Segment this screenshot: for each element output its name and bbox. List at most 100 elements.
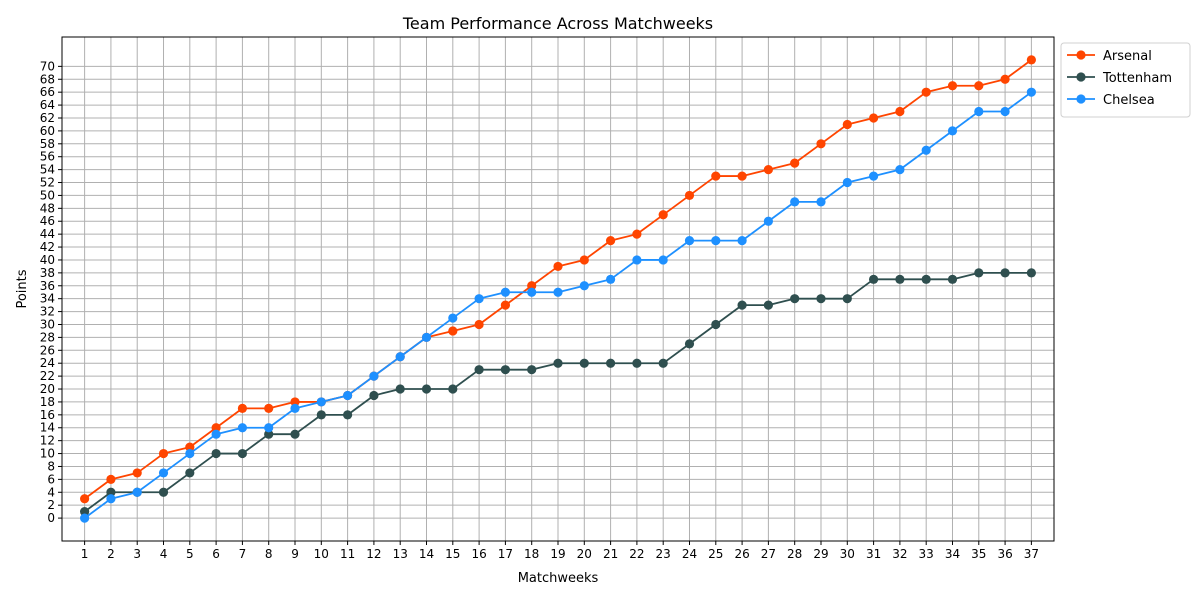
data-point <box>553 261 563 272</box>
data-point <box>816 139 826 149</box>
x-tick-label: 20 <box>577 547 592 561</box>
x-tick-label: 37 <box>1024 547 1039 561</box>
data-point <box>974 81 984 91</box>
y-tick-label: 32 <box>40 305 55 319</box>
y-tick-label: 34 <box>40 292 55 306</box>
y-tick-label: 24 <box>40 356 55 370</box>
data-point <box>237 423 248 433</box>
data-point <box>185 442 195 452</box>
data-point <box>658 358 668 368</box>
data-point <box>842 294 852 304</box>
data-point <box>158 468 169 478</box>
data-point <box>684 339 695 349</box>
data-point <box>343 410 353 420</box>
x-tick-label: 17 <box>498 547 513 561</box>
data-point <box>106 487 116 497</box>
data-point <box>658 210 668 220</box>
x-tick-label: 6 <box>212 547 220 561</box>
data-point <box>816 197 826 207</box>
x-tick-label: 24 <box>682 547 697 561</box>
data-point <box>527 281 537 291</box>
data-point <box>369 390 379 401</box>
data-point <box>80 507 90 517</box>
data-point <box>237 448 248 459</box>
data-point <box>290 429 300 439</box>
x-tick-label: 26 <box>734 547 749 561</box>
y-tick-label: 2 <box>47 498 55 512</box>
data-point <box>553 358 563 368</box>
x-tick-label: 12 <box>366 547 381 561</box>
data-point <box>553 287 563 297</box>
y-axis: 0246810121416182022242628303234363840424… <box>40 59 62 525</box>
data-point <box>790 294 800 304</box>
y-tick-label: 66 <box>40 85 55 99</box>
data-point <box>421 332 432 342</box>
data-point <box>842 177 852 188</box>
data-point <box>316 410 326 420</box>
data-point <box>684 236 695 246</box>
y-tick-label: 4 <box>47 485 55 499</box>
y-tick-label: 0 <box>47 511 55 525</box>
data-point <box>763 300 773 310</box>
y-tick-label: 16 <box>40 408 55 422</box>
data-point <box>895 274 905 284</box>
data-point <box>106 494 116 504</box>
data-point <box>264 403 274 413</box>
data-point <box>1000 106 1010 117</box>
x-tick-label: 21 <box>603 547 618 561</box>
x-tick-label: 11 <box>340 547 355 561</box>
data-point <box>947 126 958 136</box>
y-tick-label: 48 <box>40 201 55 215</box>
data-point <box>658 255 668 265</box>
data-point <box>132 487 142 497</box>
x-tick-label: 3 <box>133 547 141 561</box>
y-tick-label: 42 <box>40 240 55 254</box>
data-point <box>237 403 248 413</box>
data-point <box>1026 55 1036 65</box>
y-tick-label: 62 <box>40 111 55 125</box>
data-point <box>579 358 589 368</box>
x-tick-label: 22 <box>629 547 644 561</box>
data-point <box>448 326 458 336</box>
x-tick-label: 30 <box>840 547 855 561</box>
data-point <box>1000 74 1010 84</box>
data-point <box>737 300 747 310</box>
y-tick-label: 40 <box>40 253 55 267</box>
data-point <box>421 384 432 394</box>
x-tick-label: 13 <box>393 547 408 561</box>
data-point <box>605 358 616 368</box>
y-tick-label: 12 <box>40 434 55 448</box>
y-tick-label: 38 <box>40 266 55 280</box>
y-tick-label: 8 <box>47 459 55 473</box>
y-tick-label: 70 <box>40 59 55 73</box>
data-point <box>1026 87 1036 97</box>
x-tick-label: 1 <box>81 547 89 561</box>
x-tick-label: 29 <box>813 547 828 561</box>
y-tick-label: 52 <box>40 176 55 190</box>
x-tick-label: 8 <box>265 547 273 561</box>
data-point <box>605 274 616 284</box>
legend-label: Chelsea <box>1103 93 1155 108</box>
x-tick-label: 36 <box>997 547 1012 561</box>
x-tick-label: 5 <box>186 547 194 561</box>
data-point <box>290 403 300 413</box>
x-tick-label: 31 <box>866 547 881 561</box>
data-point <box>921 274 931 284</box>
data-point <box>106 474 116 484</box>
legend-item-tottenham: Tottenham <box>1067 71 1172 86</box>
data-point <box>737 171 747 181</box>
data-point <box>158 448 169 459</box>
legend-item-arsenal: Arsenal <box>1067 49 1152 64</box>
y-tick-label: 10 <box>40 447 55 461</box>
y-tick-label: 56 <box>40 150 55 164</box>
data-point <box>947 81 958 91</box>
data-point <box>579 281 589 291</box>
data-point <box>527 287 537 297</box>
x-tick-label: 35 <box>971 547 986 561</box>
data-point <box>947 274 958 284</box>
data-point <box>737 236 747 246</box>
x-tick-label: 23 <box>656 547 671 561</box>
legend-label: Arsenal <box>1103 49 1152 64</box>
y-tick-label: 60 <box>40 124 55 138</box>
